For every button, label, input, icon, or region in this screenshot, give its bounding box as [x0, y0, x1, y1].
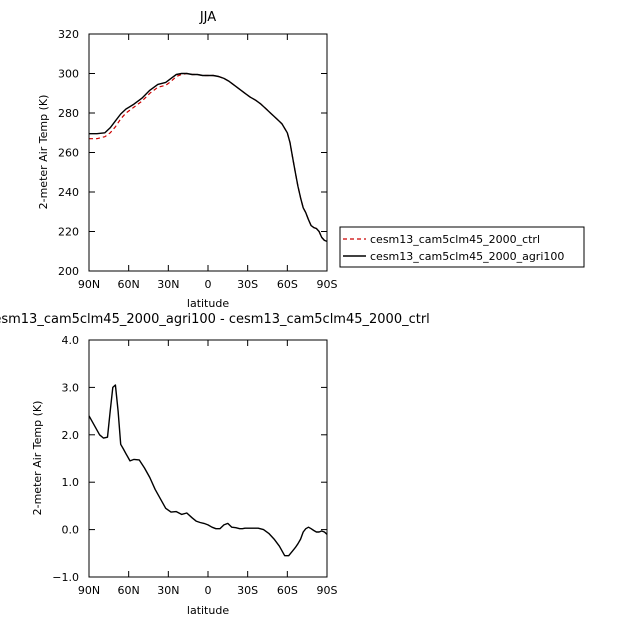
bottom-chart-ytick-label: 4.0	[62, 334, 80, 347]
bottom-chart-series-line-0	[88, 384, 328, 557]
top-chart-frame	[88, 33, 328, 272]
top-chart-ytick-label: 300	[58, 68, 79, 81]
legend-label-ctrl: cesm13_cam5clm45_2000_ctrl	[370, 233, 540, 246]
bottom-chart-ytick-label: 0.0	[62, 524, 80, 537]
top-chart-ytick-label: 240	[58, 186, 79, 199]
top-chart-xtick-label: 60N	[118, 278, 140, 291]
top-chart-xtick-label: 60S	[277, 278, 298, 291]
bottom-chart-xlabel: latitude	[187, 604, 229, 617]
legend: cesm13_cam5clm45_2000_ctrl cesm13_cam5cl…	[339, 226, 585, 268]
bottom-chart-ytick-label: 1.0	[62, 476, 80, 489]
bottom-chart-ytick-label: −1.0	[52, 571, 79, 584]
top-chart-title: JJA	[199, 10, 216, 25]
top-chart-ytick-label: 280	[58, 107, 79, 120]
top-chart-ytick-label: 320	[58, 28, 79, 41]
bottom-chart-ytick-label: 2.0	[62, 429, 80, 442]
bottom-chart-title: cesm13_cam5clm45_2000_agri100 - cesm13_c…	[0, 312, 430, 327]
top-chart-xtick-label: 90N	[78, 278, 100, 291]
bottom-chart-ylabel: 2-meter Air Temp (K)	[31, 401, 44, 516]
bottom-chart-xtick-label: 30S	[237, 584, 258, 597]
top-chart-series	[89, 72, 328, 243]
bottom-chart-ytick-label: 3.0	[62, 381, 80, 394]
top-chart-series-line-0	[89, 72, 328, 242]
bottom-chart-xtick-label: 90N	[78, 584, 100, 597]
bottom-chart-xtick-label: 0	[205, 584, 212, 597]
legend-box	[339, 226, 585, 268]
bottom-chart-xtick-label: 60S	[277, 584, 298, 597]
bottom-chart-series	[88, 384, 328, 557]
bottom-chart: cesm13_cam5clm45_2000_agri100 - cesm13_c…	[0, 312, 430, 617]
top-chart-ytick-label: 260	[58, 147, 79, 160]
bottom-chart-frame	[88, 339, 328, 578]
top-chart-xtick-label: 90S	[317, 278, 338, 291]
top-chart-ytick-label: 220	[58, 226, 79, 239]
top-chart-xtick-label: 30S	[237, 278, 258, 291]
top-chart-axes: 90N 60N 30N 0 30S 60S 90S 200 220 240 260 280 300 320	[58, 28, 338, 291]
top-chart-ytick-label: 200	[58, 265, 79, 278]
bottom-chart-xtick-label: 60N	[118, 584, 140, 597]
top-chart-series-line-1	[89, 72, 328, 243]
top-chart: JJA 90N 60N 30N 0 30S 60S 90S 200 220 240 260 280 30…	[37, 10, 338, 310]
bottom-chart-axes: 90N 60N 30N 0 30S 60S 90S −1.0 0.0 1.0 2.0 3.0 4.0	[52, 334, 337, 597]
top-chart-xtick-label: 0	[205, 278, 212, 291]
bottom-chart-xtick-label: 30N	[157, 584, 179, 597]
bottom-chart-xtick-label: 90S	[317, 584, 338, 597]
top-chart-xtick-label: 30N	[157, 278, 179, 291]
top-chart-ylabel: 2-meter Air Temp (K)	[37, 95, 50, 210]
legend-label-agri100: cesm13_cam5clm45_2000_agri100	[370, 250, 564, 263]
top-chart-xlabel: latitude	[187, 297, 229, 310]
